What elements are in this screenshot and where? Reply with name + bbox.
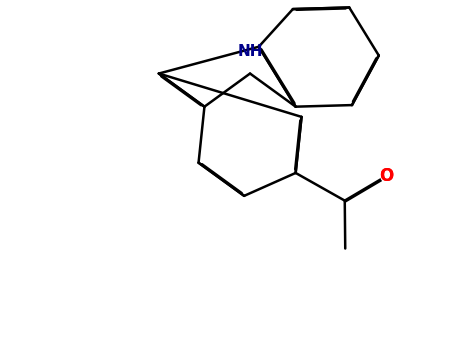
Text: O: O: [379, 167, 393, 185]
Text: NH: NH: [238, 44, 263, 59]
Text: O: O: [379, 167, 393, 185]
